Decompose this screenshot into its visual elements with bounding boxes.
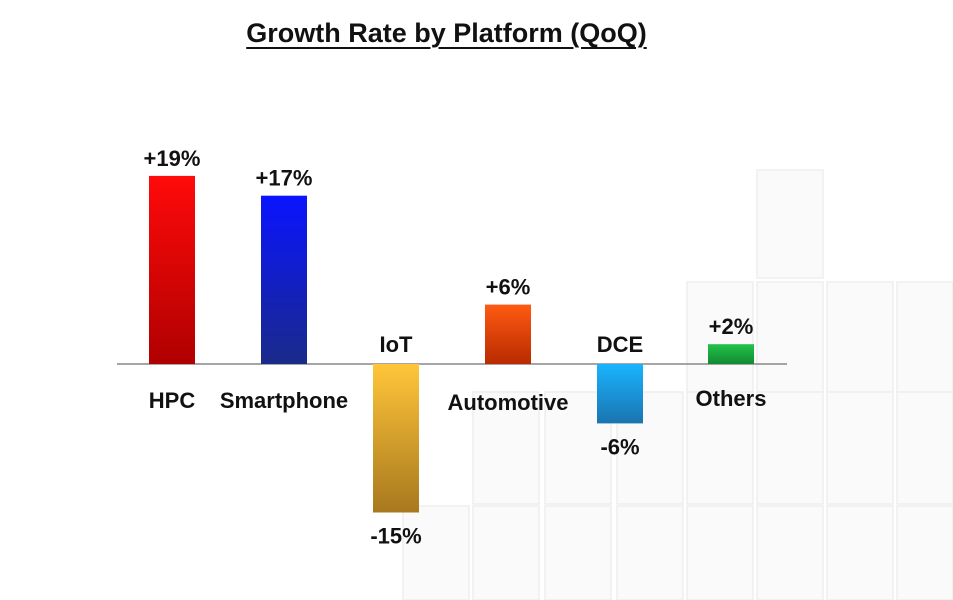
value-label: -6% — [600, 434, 639, 459]
decorative-square — [756, 281, 824, 393]
decorative-square — [756, 505, 824, 600]
decorative-square — [826, 505, 894, 600]
value-label: +17% — [256, 166, 313, 191]
category-label: IoT — [380, 332, 414, 357]
bar-smartphone — [261, 195, 307, 364]
bar-dce — [597, 364, 643, 424]
decorative-square — [896, 391, 953, 505]
decorative-square — [686, 391, 754, 505]
category-label: HPC — [149, 388, 196, 413]
decorative-square — [826, 281, 894, 393]
bar-others — [708, 344, 754, 364]
decorative-square — [896, 505, 953, 600]
value-label: +19% — [144, 146, 201, 171]
category-label: Others — [696, 386, 767, 411]
value-label: +6% — [486, 275, 531, 300]
category-label: Smartphone — [220, 388, 348, 413]
decorative-square — [896, 281, 953, 393]
decorative-square — [472, 505, 540, 600]
decorative-square — [756, 169, 824, 279]
decorative-square — [686, 281, 754, 393]
decorative-square — [686, 505, 754, 600]
value-label: -15% — [370, 524, 421, 549]
decorative-square — [402, 505, 470, 600]
bar-hpc — [149, 175, 195, 364]
category-label: DCE — [597, 332, 643, 357]
chart-title: Growth Rate by Platform (QoQ) — [246, 18, 647, 48]
decorative-square — [616, 505, 684, 600]
bar-automotive — [485, 304, 531, 364]
decorative-square — [756, 391, 824, 505]
decorative-square — [826, 391, 894, 505]
bar-iot — [373, 364, 419, 513]
decorative-square — [544, 505, 612, 600]
category-label: Automotive — [448, 390, 569, 415]
value-label: +2% — [709, 314, 754, 339]
decorative-square — [472, 391, 540, 505]
